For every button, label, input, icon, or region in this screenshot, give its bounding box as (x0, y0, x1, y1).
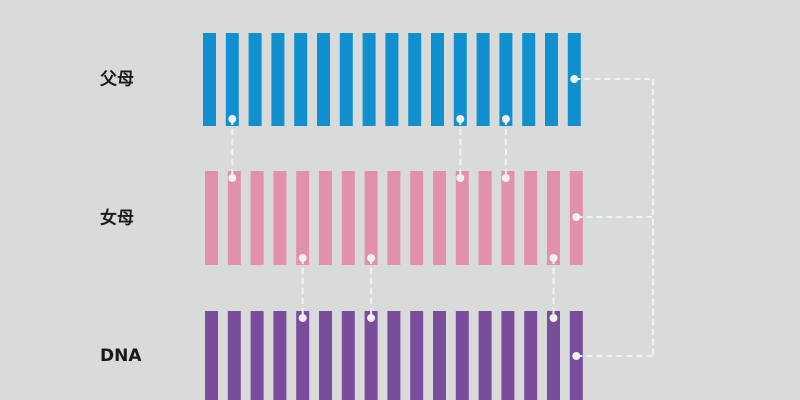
connector-dot (549, 254, 558, 262)
dna-bar (524, 171, 538, 265)
dna-bar (431, 33, 444, 126)
dna-bar (319, 171, 332, 265)
dna-bar (271, 33, 285, 126)
connector-dot (298, 314, 307, 322)
connector-dot (228, 115, 237, 123)
dna-bar (294, 33, 308, 126)
connector-dot (572, 352, 581, 360)
dna-bar (433, 171, 446, 265)
dna-bar (522, 33, 536, 126)
connector-dot (367, 314, 376, 322)
dna-bar (203, 33, 216, 126)
dna-bar (524, 311, 538, 400)
dna-bar (205, 311, 218, 400)
row-label-dna: DNA (100, 346, 142, 366)
dna-bar (410, 311, 424, 400)
dna-bar (501, 171, 515, 265)
dna-bar (547, 311, 560, 400)
dna-bar (225, 33, 239, 126)
dna-bar (364, 171, 378, 265)
dna-bar (478, 171, 492, 265)
dna-bar (455, 171, 469, 265)
dna-bar (273, 311, 287, 400)
connector-dot (572, 213, 581, 221)
dna-bar (250, 311, 264, 400)
dna-bar (545, 33, 558, 126)
dna-bar (339, 33, 353, 126)
dna-bar (227, 171, 241, 265)
dna-bar (499, 33, 513, 126)
dna-bar (501, 311, 515, 400)
dna-bar (227, 311, 241, 400)
dna-bar (364, 311, 378, 400)
dna-bar (319, 311, 332, 400)
dna-bar (296, 171, 310, 265)
connector-dot (456, 174, 465, 182)
dna-bar (478, 311, 492, 400)
dna-bar (296, 311, 310, 400)
dna-bar (317, 33, 330, 126)
dna-bar (362, 33, 376, 126)
dna-bar (453, 33, 467, 126)
connector-dot (549, 314, 558, 322)
dna-bar (476, 33, 490, 126)
connector-dot (456, 115, 465, 123)
dna-bar (341, 311, 355, 400)
dna-bar (408, 33, 422, 126)
dna-bar (273, 171, 287, 265)
dna-bar (248, 33, 262, 126)
dna-bar (433, 311, 446, 400)
dna-bar (387, 171, 401, 265)
dna-bar (205, 171, 218, 265)
dna-bar (410, 171, 424, 265)
connector-dot (501, 115, 510, 123)
connector-dot (570, 75, 579, 83)
dna-bar (387, 311, 401, 400)
dna-bar (547, 171, 560, 265)
connector-dot (298, 254, 307, 262)
dna-bar (385, 33, 399, 126)
connector-dot (501, 174, 510, 182)
dna-bar (250, 171, 264, 265)
row-label-parent: 父母 (100, 69, 134, 90)
row-label-daughter: 女母 (100, 208, 134, 229)
dna-bar (455, 311, 469, 400)
dna-bar (341, 171, 355, 265)
connector-dot (367, 254, 376, 262)
connector-dot (228, 174, 237, 182)
